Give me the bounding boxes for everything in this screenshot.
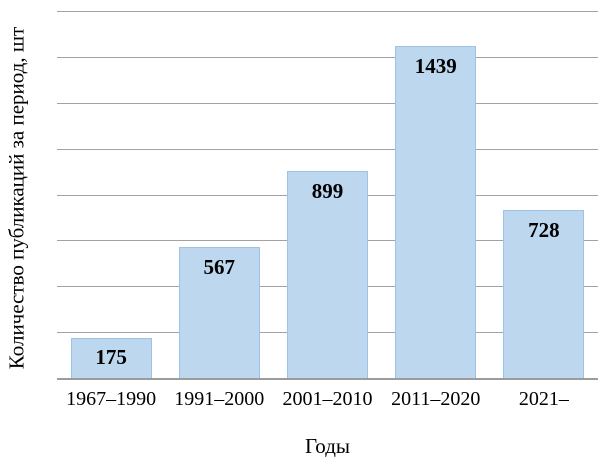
gridline [57,56,598,58]
bar: 175 [70,337,152,378]
bar-value-label: 175 [95,345,127,370]
y-axis-title: Количество публикаций за период, шт [4,26,29,370]
bar-value-label: 728 [528,218,560,243]
bar-value-label: 567 [203,255,236,280]
bars: 175 567 899 1439 728 [57,11,598,378]
bar: 1439 [395,46,477,378]
bar-value-label: 899 [311,178,344,203]
x-tick-label: 2001–2010 [282,388,373,410]
x-axis-tick-labels: 1967–1990 1991–2000 2001–2010 2011–2020 2021… [57,388,598,411]
x-tick-label: 2011–2020 [391,388,481,410]
x-tick-label: 1991–2000 [174,388,265,410]
x-axis-title: Годы [305,434,350,458]
bar: 728 [503,210,585,378]
x-tick-label: 1967–1990 [66,388,157,410]
gridline [57,148,598,150]
x-tick-label: 2021– [518,388,569,410]
gridline [57,11,598,12]
bar: 567 [178,247,260,378]
bar-value-label: 1439 [414,54,457,79]
plot-area: 175 567 899 1439 728 [57,11,598,380]
bar: 899 [287,170,368,378]
gridline [57,102,598,104]
